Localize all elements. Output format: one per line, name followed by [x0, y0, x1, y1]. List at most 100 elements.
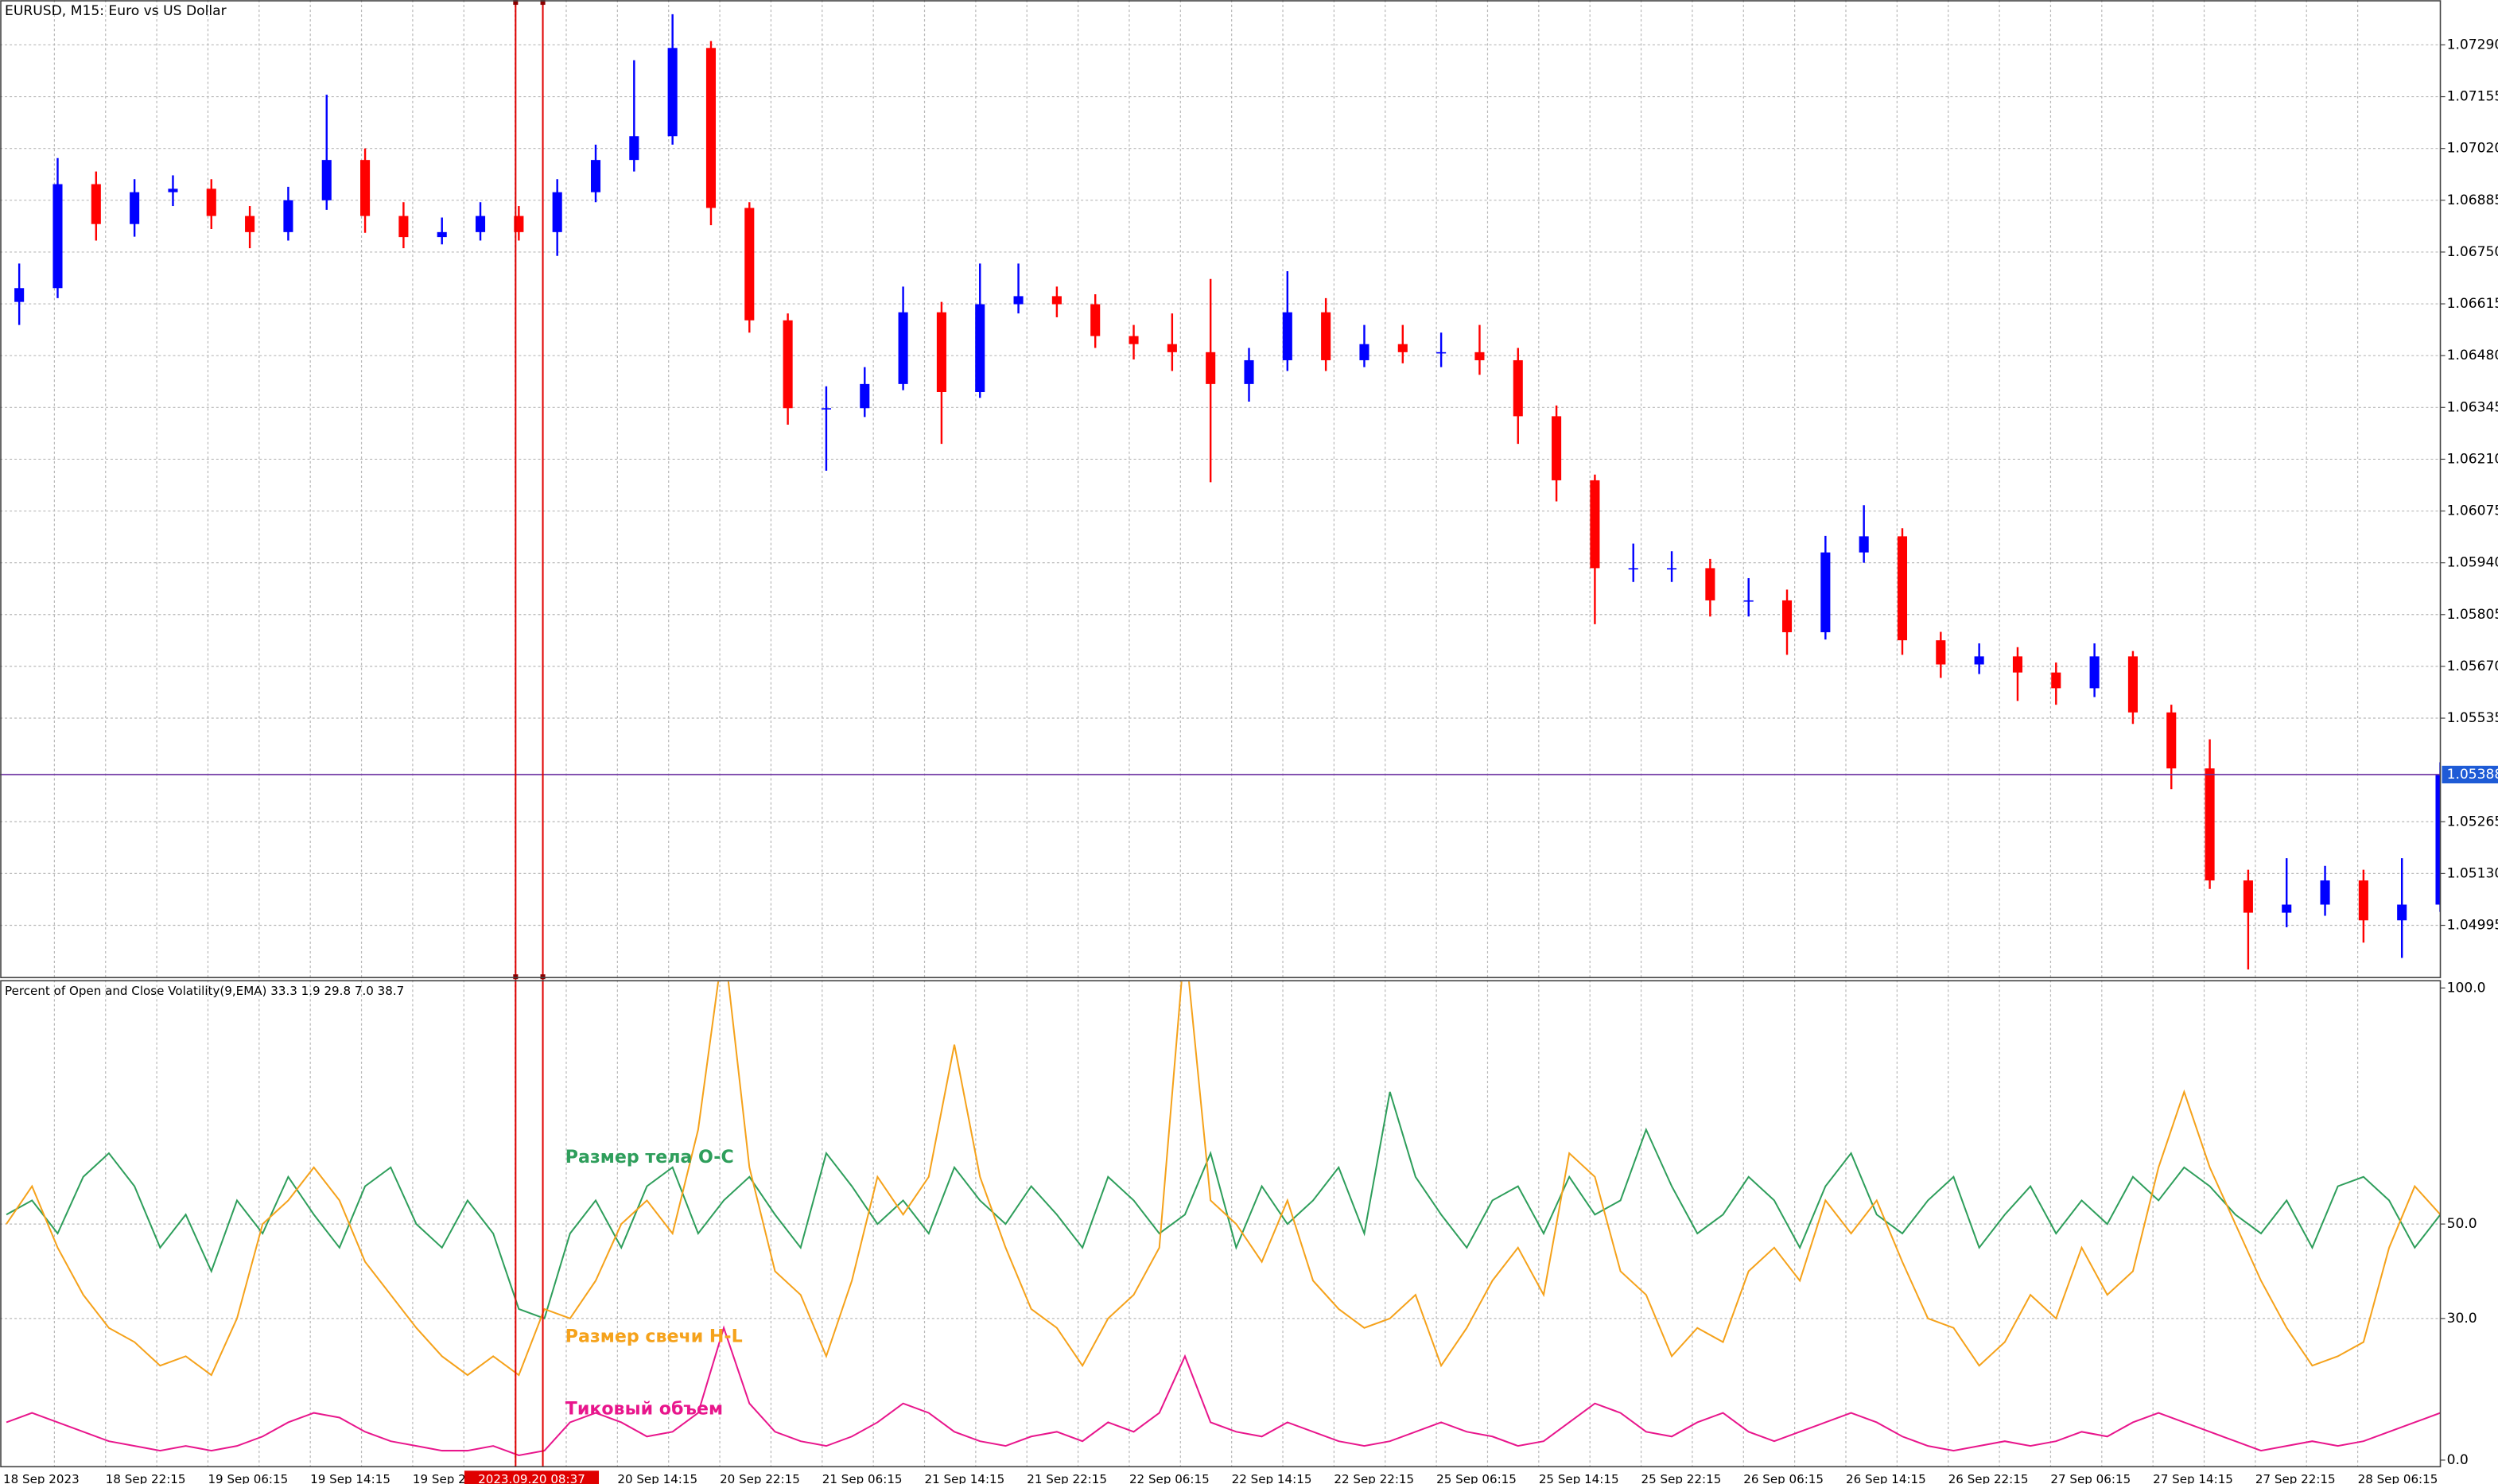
candle-body [1397, 344, 1408, 352]
candle-body [1628, 568, 1638, 570]
candle-body [2089, 656, 2100, 689]
x-tick-label: 27 Sep 22:15 [2255, 1472, 2336, 1484]
candle-body [91, 184, 101, 224]
x-tick-label: 27 Sep 14:15 [2153, 1472, 2233, 1484]
crosshair-handle [540, 0, 546, 6]
candle-body [629, 136, 639, 161]
candle-body [1552, 416, 1562, 480]
candle-body [437, 231, 447, 238]
candle-body [2397, 904, 2407, 921]
axis-layer: 1.07290 1.07155 1.07020 1.06885 1.06750 1.066… [3, 0, 2498, 1484]
x-tick-label: 18 Sep 22:15 [106, 1472, 186, 1484]
candle-body [2358, 880, 2368, 921]
x-tick-label: 19 Sep 14:15 [310, 1472, 390, 1484]
candle-body [1206, 352, 1216, 384]
y-tick-label: 30.0 [2447, 1311, 2477, 1327]
candle-body [1820, 552, 1831, 632]
y-tick-label: 1.06480 [2447, 348, 2498, 363]
candle-body [1781, 600, 1793, 632]
candle-body [667, 48, 678, 137]
indicator-line [6, 981, 2441, 1377]
y-tick-label: 1.05805 [2447, 607, 2498, 623]
candle-body [168, 188, 178, 192]
y-tick-label: 1.04995 [2447, 918, 2498, 934]
candle-body [398, 216, 409, 238]
candle-body [1974, 656, 1984, 665]
indicator-title: Percent of Open and Close Volatility(9,E… [5, 984, 404, 998]
y-tick-label: 100.0 [2447, 980, 2486, 996]
y-tick-label: 1.05130 [2447, 865, 2498, 881]
candle-body [975, 304, 985, 393]
x-tick-label: 20 Sep 22:15 [720, 1472, 800, 1484]
candle-body [1667, 568, 1677, 570]
candle-body [1743, 600, 1754, 602]
y-tick-label: 1.06750 [2447, 244, 2498, 260]
candle-body [2205, 768, 2215, 881]
candle-body [2282, 904, 2292, 913]
y-tick-label: 0.0 [2447, 1452, 2469, 1468]
candle-body [821, 408, 831, 410]
candle-body [1090, 304, 1101, 336]
candle-body [14, 288, 25, 302]
y-tick-label: 1.05265 [2447, 814, 2498, 829]
x-tick-label: 21 Sep 22:15 [1027, 1472, 1107, 1484]
candle-body [590, 160, 601, 192]
y-tick-label: 1.05535 [2447, 710, 2498, 726]
candle-body [245, 216, 255, 232]
legend-label: Тиковый объем [565, 1398, 723, 1419]
legend-label: Размер тела O-C [565, 1147, 734, 1167]
candle-body [705, 48, 717, 208]
x-tick-label: 25 Sep 14:15 [1539, 1472, 1619, 1484]
x-tick-label: 22 Sep 22:15 [1334, 1472, 1414, 1484]
x-tick-label: 25 Sep 22:15 [1641, 1472, 1722, 1484]
candle-body [1359, 344, 1369, 360]
crosshair-handle [513, 974, 519, 980]
indicator-line [6, 1091, 2441, 1320]
x-tick-label: 18 Sep 2023 [3, 1472, 80, 1484]
indicator-pane-border [0, 980, 2442, 1468]
y-tick-label: 1.07290 [2447, 37, 2498, 52]
current-price-label: 1.05388 [2447, 767, 2498, 783]
candle-body [1282, 312, 1292, 360]
candle-body [130, 192, 140, 224]
candle-body [2127, 656, 2138, 713]
candle-body [744, 208, 755, 320]
x-tick-label: 28 Sep 06:15 [2358, 1472, 2438, 1484]
crosshair-label-box [464, 1470, 600, 1484]
x-tick-label: 19 Sep 06:15 [208, 1472, 288, 1484]
candle-body [783, 320, 793, 409]
candle-body [1436, 352, 1447, 354]
candle-body [1474, 352, 1485, 360]
candle-body [1244, 359, 1254, 384]
candle-body [1590, 480, 1600, 569]
crosshair-handle [513, 0, 519, 6]
candle-body [2435, 774, 2441, 905]
price-pane-border [0, 0, 2442, 978]
candle-body [52, 184, 63, 289]
candle-body [552, 192, 562, 232]
crosshair-handle [540, 974, 546, 980]
x-tick-label: 27 Sep 06:15 [2050, 1472, 2131, 1484]
y-tick-label: 1.06075 [2447, 503, 2498, 519]
candle-body [1705, 568, 1715, 600]
x-tick-label: 20 Sep 14:15 [617, 1472, 697, 1484]
legend-label: Размер свечи H-L [565, 1327, 743, 1347]
candle-body [475, 216, 486, 232]
x-tick-label: 21 Sep 06:15 [822, 1472, 903, 1484]
current-price-box [2442, 765, 2498, 784]
candle-body [2320, 880, 2330, 905]
x-tick-label: 22 Sep 14:15 [1232, 1472, 1312, 1484]
y-tick-label: 1.06885 [2447, 192, 2498, 208]
candle-body [936, 312, 946, 393]
price-pane [0, 14, 2441, 969]
candle-body [860, 383, 870, 409]
y-tick-label: 1.07020 [2447, 141, 2498, 157]
candle-body [1051, 296, 1062, 305]
crosshair-label: 2023.09.20 08:37 [478, 1472, 585, 1484]
indicator-pane [6, 981, 2441, 1457]
candle-body [206, 188, 216, 216]
candle-body [321, 160, 332, 200]
